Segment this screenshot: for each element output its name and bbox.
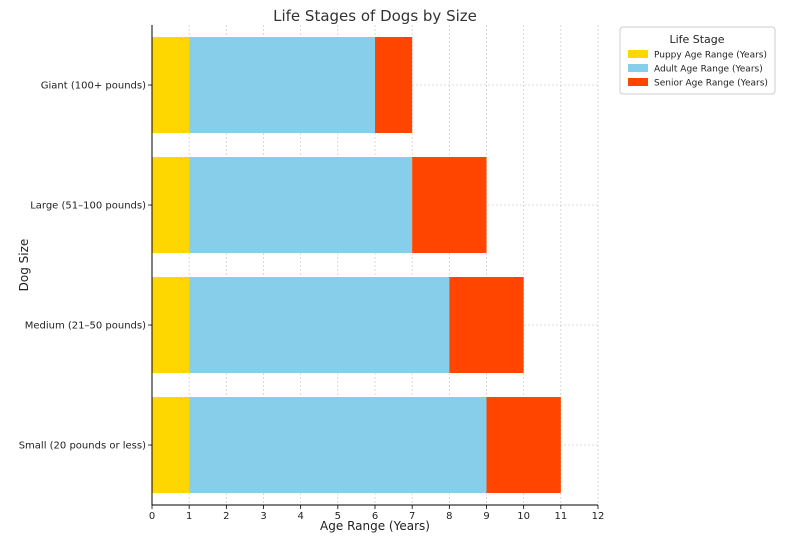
x-tick-label: 3: [260, 511, 266, 522]
bar-senior-0: [486, 397, 561, 493]
legend-entry: Puppy Age Range (Years): [654, 51, 767, 61]
x-tick-label: 5: [335, 511, 341, 522]
bar-senior-1: [449, 277, 524, 373]
bars: [152, 37, 561, 493]
bar-puppy-0: [152, 397, 190, 493]
legend: Life Stage Puppy Age Range (Years) Adult …: [619, 26, 776, 95]
bar-adult-3: [189, 37, 375, 133]
x-tick-label: 6: [372, 511, 378, 522]
legend-entry: Adult Age Range (Years): [654, 65, 763, 75]
y-tick-label: Small (20 pounds or less): [19, 441, 146, 452]
x-tick-label: 1: [186, 511, 192, 522]
legend-entry: Senior Age Range (Years): [654, 79, 768, 89]
bar-adult-1: [189, 277, 450, 373]
x-tick-label: 7: [409, 511, 415, 522]
y-tick-label: Medium (21–50 pounds): [25, 321, 146, 332]
legend-items: Puppy Age Range (Years) Adult Age Range (…: [628, 50, 768, 89]
x-tick-label: 2: [223, 511, 229, 522]
x-ticks: 0 1 2 3 4 5 6 7 8 9 10 11 12: [149, 505, 605, 522]
x-tick-label: 9: [483, 511, 489, 522]
x-tick-label: 10: [517, 511, 530, 522]
bar-puppy-3: [152, 37, 190, 133]
bar-puppy-2: [152, 157, 190, 253]
x-tick-label: 12: [592, 511, 605, 522]
x-tick-label: 0: [149, 511, 155, 522]
y-axis-title: Dog Size: [17, 239, 31, 292]
bar-puppy-1: [152, 277, 190, 373]
legend-swatch: [628, 64, 648, 72]
legend-swatch: [628, 50, 648, 58]
legend-swatch: [628, 78, 648, 86]
bar-adult-0: [189, 397, 487, 493]
bar-adult-2: [189, 157, 413, 253]
y-tick-label: Large (51–100 pounds): [30, 201, 146, 212]
x-axis-title: Age Range (Years): [320, 519, 430, 533]
chart-title: Life Stages of Dogs by Size: [273, 7, 477, 25]
legend-frame: [619, 26, 776, 95]
bar-senior-2: [412, 157, 487, 253]
x-tick-label: 11: [554, 511, 567, 522]
x-tick-label: 8: [446, 511, 452, 522]
x-tick-label: 4: [297, 511, 303, 522]
y-tick-label: Giant (100+ pounds): [41, 81, 146, 92]
y-ticks: Small (20 pounds or less) Medium (21–50 p…: [19, 81, 152, 452]
bar-senior-3: [375, 37, 413, 133]
legend-title: Life Stage: [669, 33, 724, 46]
